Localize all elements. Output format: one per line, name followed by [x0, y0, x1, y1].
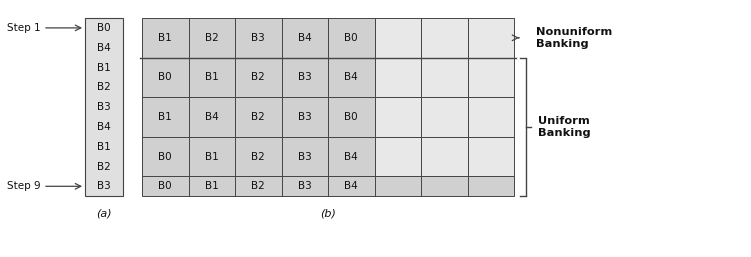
Text: B0: B0	[158, 72, 172, 82]
Text: B3: B3	[97, 181, 111, 191]
Bar	[421, 18, 468, 58]
Bar	[328, 137, 375, 176]
Text: B4: B4	[345, 181, 358, 191]
Text: B2: B2	[252, 181, 265, 191]
Text: B3: B3	[298, 181, 312, 191]
Bar	[235, 97, 328, 137]
Bar	[282, 58, 328, 97]
Text: B0: B0	[158, 152, 172, 162]
Bar	[375, 137, 421, 176]
Text: B2: B2	[252, 72, 265, 82]
Text: B0: B0	[97, 23, 111, 33]
Bar	[468, 97, 514, 137]
Text: Step 9: Step 9	[8, 181, 41, 191]
Text: B2: B2	[252, 152, 265, 162]
Text: B1: B1	[97, 142, 111, 152]
Text: B0: B0	[158, 181, 172, 191]
Text: B2: B2	[97, 161, 111, 171]
Text: (b): (b)	[320, 208, 336, 218]
Text: B4: B4	[298, 33, 312, 43]
Text: B1: B1	[205, 181, 219, 191]
Bar	[328, 58, 375, 97]
Bar	[421, 97, 468, 137]
Bar	[375, 58, 421, 97]
Text: B1: B1	[97, 62, 111, 72]
Text: B4: B4	[97, 122, 111, 132]
Text: B1: B1	[205, 72, 219, 82]
Text: B1: B1	[158, 112, 172, 122]
Text: B1: B1	[158, 33, 172, 43]
Bar	[85, 18, 123, 196]
Text: Uniform
Banking: Uniform Banking	[538, 116, 590, 138]
Text: B4: B4	[345, 72, 358, 82]
Bar	[421, 58, 468, 97]
Text: B2: B2	[205, 33, 219, 43]
Text: B2: B2	[252, 112, 265, 122]
Text: B3: B3	[97, 102, 111, 112]
Bar	[328, 18, 375, 58]
Text: B2: B2	[97, 82, 111, 92]
Bar	[142, 18, 328, 58]
Text: Step 1: Step 1	[8, 23, 41, 33]
Text: B4: B4	[345, 152, 358, 162]
Bar	[468, 18, 514, 58]
Text: B3: B3	[298, 72, 312, 82]
Bar	[142, 176, 514, 196]
Text: Nonuniform
Banking: Nonuniform Banking	[536, 27, 612, 49]
Bar	[142, 137, 328, 176]
Bar	[328, 97, 375, 137]
Bar	[468, 137, 514, 176]
Text: B1: B1	[205, 152, 219, 162]
Bar	[235, 58, 282, 97]
Bar	[375, 97, 421, 137]
Text: B4: B4	[97, 43, 111, 53]
Bar	[468, 58, 514, 97]
Text: B3: B3	[298, 152, 312, 162]
Bar	[189, 58, 235, 97]
Text: B0: B0	[345, 33, 358, 43]
Text: B3: B3	[252, 33, 265, 43]
Text: B0: B0	[345, 112, 358, 122]
Bar	[142, 97, 235, 137]
Bar	[421, 137, 468, 176]
Text: B3: B3	[298, 112, 312, 122]
Bar	[142, 58, 189, 97]
Bar	[375, 18, 421, 58]
Text: B4: B4	[205, 112, 219, 122]
Text: (a): (a)	[96, 208, 112, 218]
